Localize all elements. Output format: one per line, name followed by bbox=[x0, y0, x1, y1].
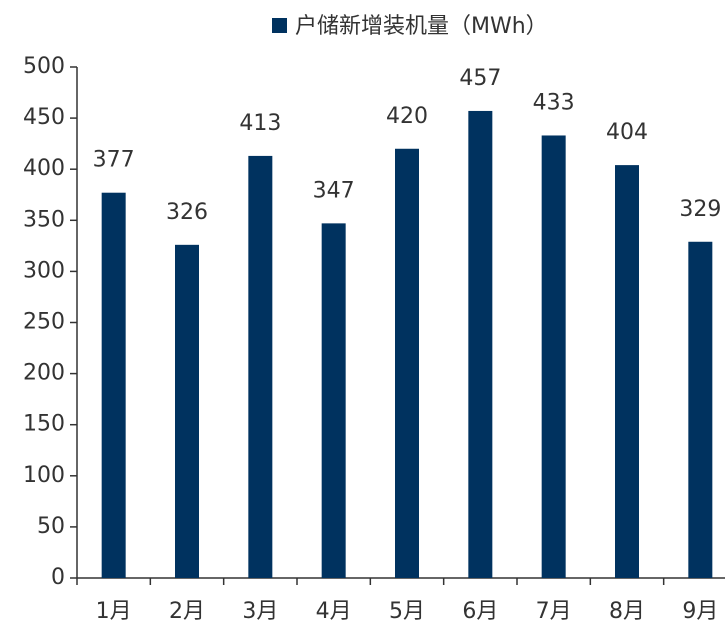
data-label: 329 bbox=[679, 197, 721, 222]
x-tick-label: 1月 bbox=[96, 599, 132, 624]
legend-label: 户储新增装机量（MWh） bbox=[295, 14, 548, 39]
y-tick-label: 350 bbox=[23, 207, 65, 232]
bar bbox=[248, 155, 273, 578]
data-label: 433 bbox=[533, 90, 575, 115]
y-tick-label: 0 bbox=[51, 565, 65, 590]
data-label: 326 bbox=[166, 200, 208, 225]
y-tick-label: 300 bbox=[23, 258, 65, 283]
data-label: 377 bbox=[93, 148, 135, 173]
legend-swatch bbox=[272, 18, 287, 33]
y-tick-label: 200 bbox=[23, 361, 65, 386]
y-tick-label: 50 bbox=[37, 514, 65, 539]
y-tick-label: 150 bbox=[23, 412, 65, 437]
y-tick-label: 500 bbox=[23, 54, 65, 79]
data-label: 457 bbox=[459, 66, 501, 91]
x-tick-label: 4月 bbox=[316, 599, 352, 624]
y-tick-label: 100 bbox=[23, 463, 65, 488]
x-tick-label: 2月 bbox=[169, 599, 205, 624]
data-label: 413 bbox=[239, 111, 281, 136]
bar bbox=[468, 110, 493, 579]
y-tick-label: 400 bbox=[23, 156, 65, 181]
bar bbox=[321, 223, 346, 578]
data-label: 347 bbox=[313, 178, 355, 203]
bar bbox=[175, 244, 199, 578]
x-tick-label: 3月 bbox=[242, 599, 278, 624]
bar bbox=[615, 165, 639, 578]
bar bbox=[541, 135, 566, 578]
x-tick-label: 9月 bbox=[682, 599, 718, 624]
x-tick-label: 6月 bbox=[462, 599, 498, 624]
y-tick-label: 250 bbox=[23, 310, 65, 335]
bar bbox=[101, 192, 126, 578]
data-label: 404 bbox=[606, 120, 648, 145]
x-tick-label: 8月 bbox=[609, 599, 645, 624]
data-label: 420 bbox=[386, 104, 428, 129]
y-tick-label: 450 bbox=[23, 105, 65, 130]
bar bbox=[688, 241, 713, 578]
bar bbox=[395, 148, 419, 578]
x-tick-label: 7月 bbox=[536, 599, 572, 624]
x-tick-label: 5月 bbox=[389, 599, 425, 624]
